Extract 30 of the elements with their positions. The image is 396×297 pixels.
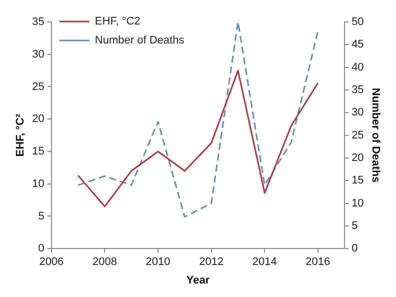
x-tick-label: 2016 <box>306 256 330 268</box>
y2-tick-label: 10 <box>352 197 364 210</box>
y-axis-title: EHF, °C² <box>14 114 27 157</box>
y2-tick-label: 50 <box>352 16 364 28</box>
legend-label: EHF, °C2 <box>94 16 140 28</box>
x-tick-label: 2008 <box>92 256 117 268</box>
y-tick-label: 35 <box>32 16 44 28</box>
y2-tick-label: 0 <box>352 242 358 255</box>
x-tick-label: 2012 <box>199 256 224 268</box>
y2-tick-label: 35 <box>352 84 364 96</box>
y2-tick-label: 40 <box>352 61 364 74</box>
y-tick-label: 30 <box>32 48 44 60</box>
y-tick-label: 10 <box>32 178 44 190</box>
y2-tick-label: 45 <box>352 38 364 51</box>
y2-tick-label: 15 <box>352 174 364 187</box>
x-axis-title: Year <box>186 274 210 286</box>
y-tick-label: 20 <box>32 113 44 126</box>
y-tick-label: 0 <box>38 242 44 255</box>
y2-tick-label: 5 <box>352 220 358 232</box>
y-tick-label: 15 <box>32 146 44 158</box>
y2-tick-label: 20 <box>352 152 364 164</box>
legend-label: Number of Deaths <box>94 34 185 47</box>
y-tick-label: 25 <box>32 80 44 93</box>
x-tick-label: 2010 <box>146 256 170 268</box>
y2-tick-label: 25 <box>352 129 364 142</box>
y-tick-label: 5 <box>38 210 44 222</box>
x-tick-label: 2014 <box>252 256 277 268</box>
y2-axis-title: Number of Deaths <box>369 88 382 183</box>
y2-tick-label: 30 <box>352 106 364 119</box>
x-tick-label: 2006 <box>39 256 64 268</box>
